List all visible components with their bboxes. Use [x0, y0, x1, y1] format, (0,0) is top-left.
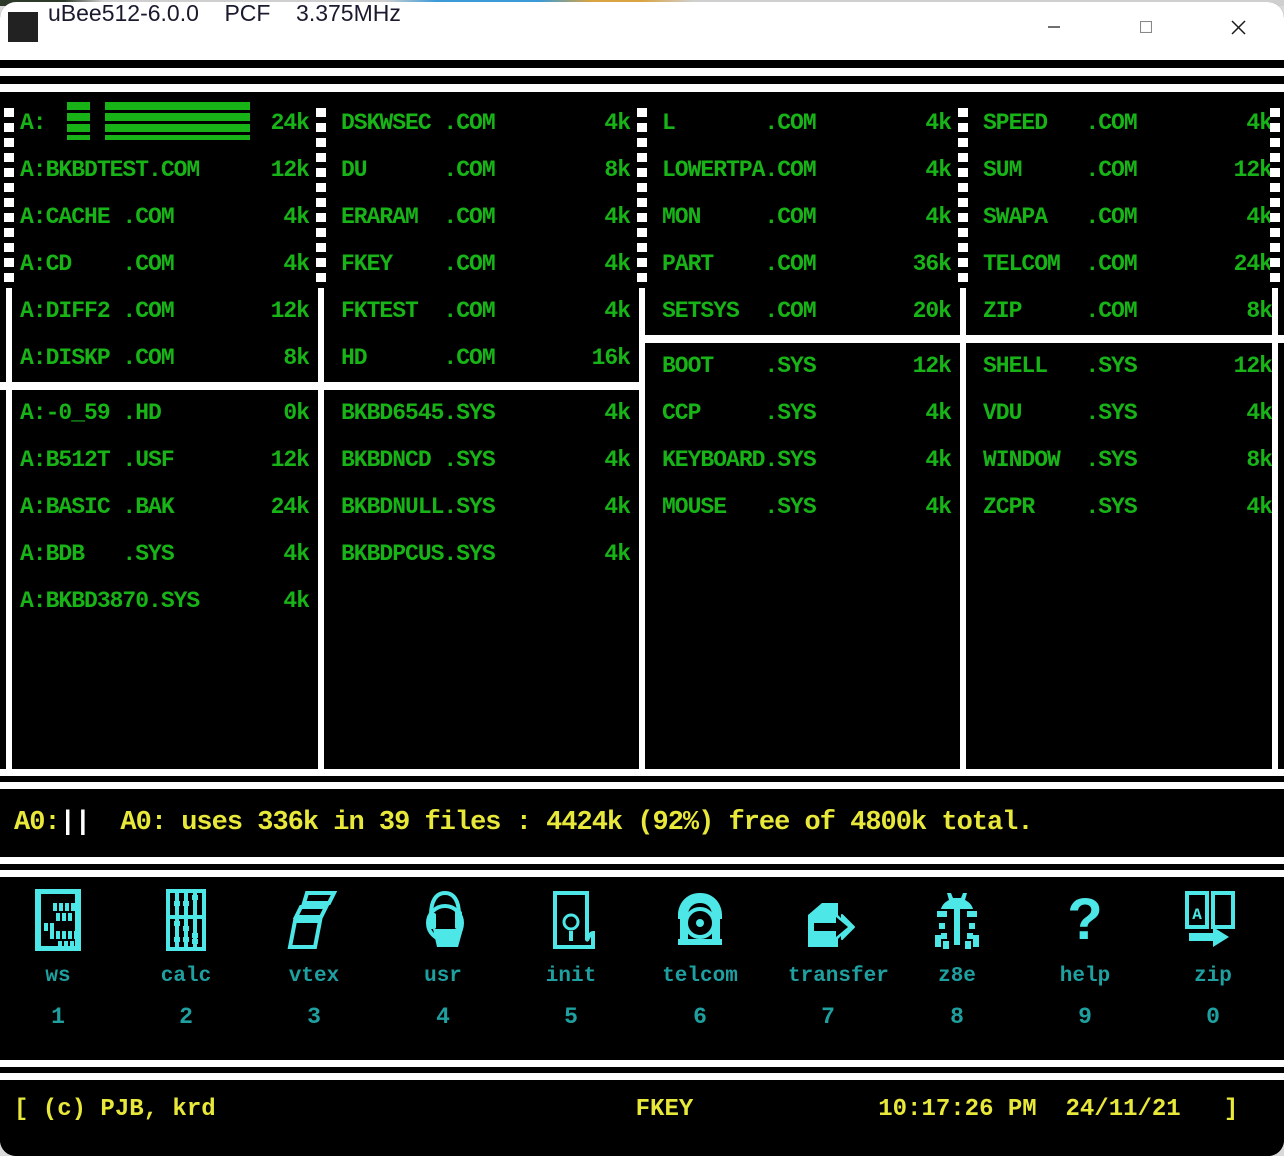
svg-text:A: A	[1192, 906, 1202, 924]
svg-text:?: ?	[1067, 889, 1102, 951]
